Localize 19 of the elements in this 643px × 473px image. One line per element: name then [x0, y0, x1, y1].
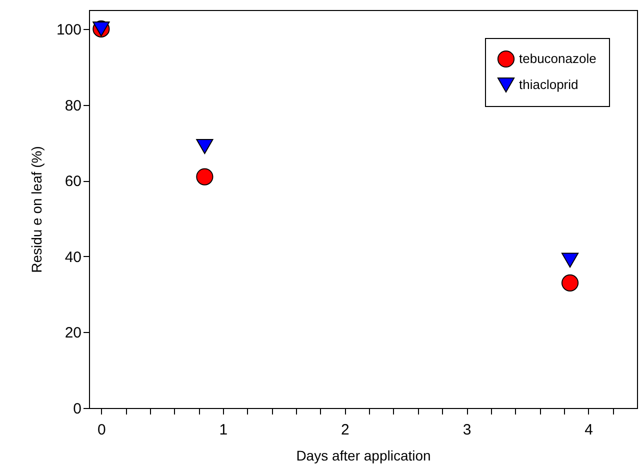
x-axis-title: Days after application: [296, 448, 431, 464]
x-tick-label: 2: [341, 422, 350, 438]
y-tick-label: 80: [64, 97, 82, 114]
y-axis-title: Residu e on leaf (%): [28, 146, 44, 273]
point: [196, 138, 214, 154]
y-tick-label: 100: [56, 21, 82, 38]
point: [561, 252, 579, 268]
y-tick-label: 60: [64, 173, 82, 190]
y-tick-label: 20: [64, 324, 82, 342]
x-tick-label: 4: [584, 422, 593, 438]
y-tick-label: 40: [64, 248, 82, 266]
x-tick-label: 0: [98, 422, 106, 438]
legend-label: tebuconazole: [519, 51, 596, 66]
legend-label: thiacloprid: [519, 77, 578, 92]
y-tick-label: 0: [73, 400, 82, 418]
point: [561, 274, 579, 292]
x-tick-label: 1: [219, 422, 228, 438]
point: [196, 168, 214, 186]
x-tick-label: 3: [462, 422, 472, 438]
